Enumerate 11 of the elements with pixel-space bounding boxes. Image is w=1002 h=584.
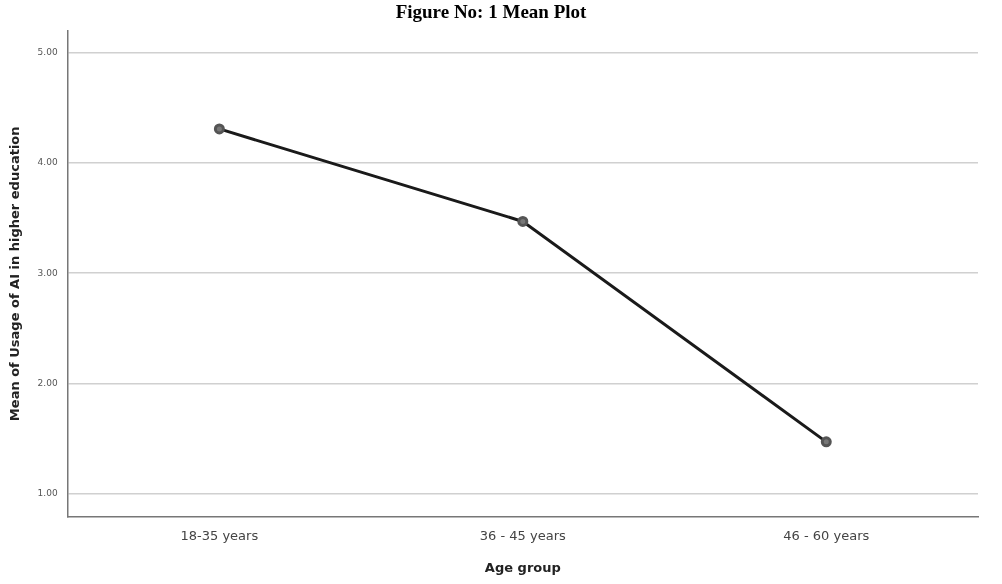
y-tick-label: 2.00	[37, 377, 58, 388]
y-tick-label: 3.00	[37, 267, 58, 278]
x-axis-title: Age group	[484, 559, 561, 575]
x-tick-label: 46 - 60 years	[783, 527, 870, 543]
y-tick-label: 1.00	[37, 488, 58, 498]
x-tick-label: 18-35 years	[180, 527, 259, 543]
y-tick-label: 5.00	[37, 47, 58, 58]
y-tick-label: 4.00	[37, 157, 58, 168]
x-tick-label: 36 - 45 years	[479, 527, 567, 543]
y-axis-title: Mean of Usage of AI in higher education	[7, 126, 23, 422]
chart-title: Figure No: 1 Mean Plot	[395, 1, 587, 23]
